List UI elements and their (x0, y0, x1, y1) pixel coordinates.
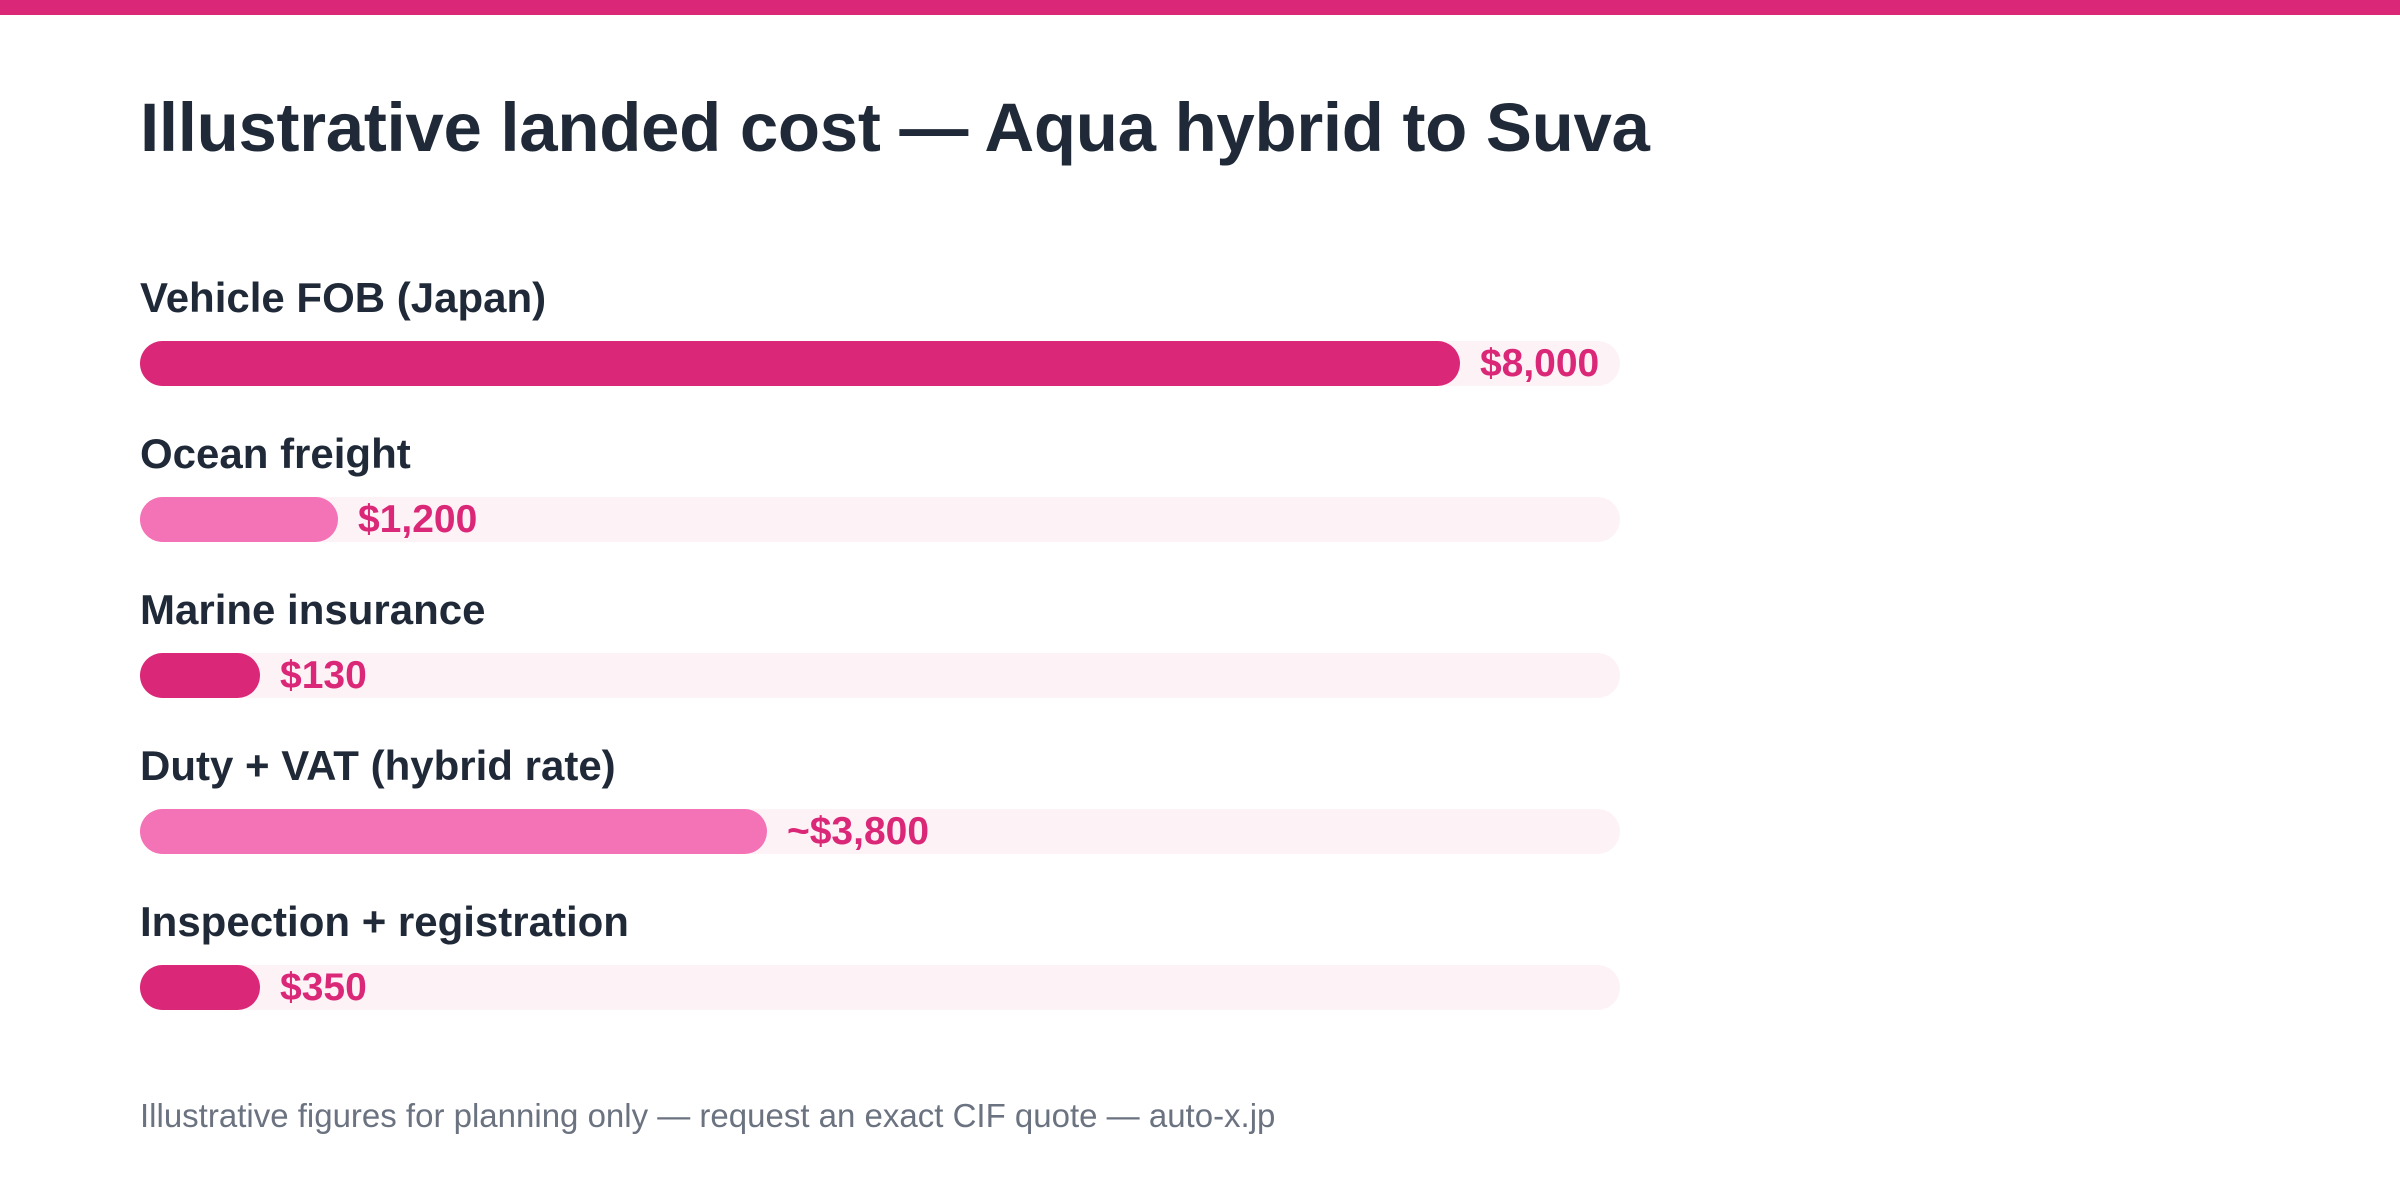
bar-track (140, 965, 1620, 1010)
bar (140, 653, 260, 698)
bar-row: Ocean freight $1,200 (140, 426, 1620, 542)
top-accent-bar (0, 0, 2400, 15)
bar-row: Inspection + registration $350 (140, 894, 1620, 1010)
footnote: Illustrative figures for planning only —… (140, 1097, 1276, 1134)
bar-value-label: $350 (280, 966, 367, 1009)
bar-track (140, 809, 1620, 854)
bar-value-label: $1,200 (357, 498, 478, 541)
bar-category-label: Vehicle FOB (Japan) (140, 274, 547, 321)
bar-value-label: ~$3,800 (786, 810, 930, 853)
bar-category-label: Duty + VAT (hybrid rate) (140, 742, 616, 789)
bar-value-label: $8,000 (1479, 342, 1600, 385)
bar-value-label: $130 (280, 654, 367, 697)
bar-category-label: Inspection + registration (140, 898, 629, 945)
bar-row: Duty + VAT (hybrid rate) ~$3,800 (140, 738, 1620, 854)
bar-category-label: Ocean freight (140, 430, 411, 477)
bar-track (140, 341, 1620, 386)
bar (140, 497, 338, 542)
bar-row: Vehicle FOB (Japan) $8,000 (140, 270, 1620, 386)
bar (140, 965, 260, 1010)
bar-category-label: Marine insurance (140, 586, 486, 633)
bar-track (140, 497, 1620, 542)
bar (140, 341, 1460, 386)
bar (140, 809, 767, 854)
bar-row: Marine insurance $130 (140, 582, 1620, 698)
bar-track (140, 653, 1620, 698)
chart-title: Illustrative landed cost — Aqua hybrid t… (140, 89, 1650, 166)
